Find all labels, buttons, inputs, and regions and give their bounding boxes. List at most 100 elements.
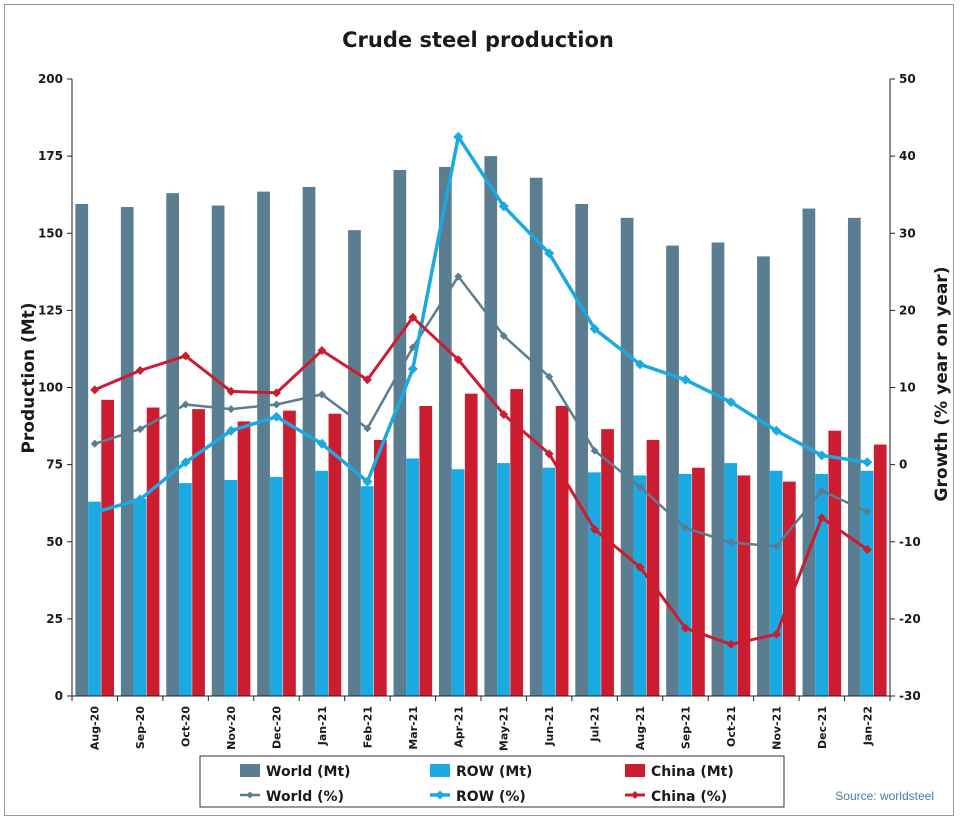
bar-row-may-21 [497,463,510,696]
bar-world-jan-21 [302,186,316,696]
legend-label-world-pct: World (%) [266,789,344,805]
x-tick-label: Jan-22 [861,706,874,746]
legend-swatch-china-mt [625,764,645,777]
bar-china-jan-22 [873,444,887,696]
y-tick-label: 75 [46,458,63,472]
point-china-pct-dec-21 [817,513,827,523]
point-world-pct-jun-21 [545,372,554,381]
bar-china-dec-20 [283,410,296,696]
bar-world-dec-21 [802,208,816,696]
point-row-pct-mar-21 [407,363,418,374]
bar-row-sep-21 [678,473,692,696]
point-china-pct-oct-20 [181,351,191,361]
line-world-pct [94,275,868,548]
point-world-pct-nov-21 [772,542,781,551]
bar-world-apr-21 [438,166,452,697]
point-china-pct-jun-21 [544,449,554,459]
x-tick-label: May-21 [498,706,511,751]
bar-world-aug-20 [75,203,89,696]
y-tick-label: 150 [38,226,63,240]
legend-label-row-pct: ROW (%) [456,789,526,805]
legend-swatch-world-mt [240,764,260,777]
bar-china-dec-21 [828,430,842,696]
y-tick-label: 50 [46,535,63,549]
point-world-pct-mar-21 [408,343,417,352]
x-tick-label: Jun-21 [543,706,556,747]
point-row-pct-jun-21 [544,248,555,259]
bar-row-jan-22 [860,470,874,696]
point-row-pct-jan-22 [862,457,873,468]
bar-china-sep-20 [146,407,160,696]
y-tick-label: 0 [55,689,63,703]
bar-world-sep-20 [120,207,134,696]
bar-row-jan-21 [315,470,329,696]
point-world-pct-aug-21 [636,482,645,491]
point-china-pct-jan-22 [862,544,872,554]
bar-china-oct-21 [737,475,751,696]
y-tick-label: 175 [38,149,63,163]
point-china-pct-may-21 [499,409,509,419]
point-china-pct-apr-21 [453,355,463,365]
point-china-pct-sep-20 [135,366,145,376]
bar-row-oct-21 [724,463,738,696]
bar-china-nov-20 [237,421,251,696]
point-row-pct-sep-20 [135,494,146,505]
bar-world-aug-21 [620,217,634,696]
legend-label-china-pct: China (%) [651,789,727,805]
bar-world-mar-21 [393,170,407,696]
bar-row-sep-20 [133,498,147,696]
point-china-pct-aug-20 [90,385,100,395]
bar-row-nov-21 [769,470,783,696]
point-row-pct-sep-21 [680,374,691,385]
bar-world-oct-21 [711,242,725,696]
x-tick-label: Nov-21 [770,706,783,750]
y-tick-label: 200 [38,72,63,86]
point-row-pct-feb-21 [362,476,373,487]
point-china-pct-oct-21 [726,639,736,649]
point-china-pct-nov-21 [771,629,781,639]
bar-china-may-21 [510,389,524,696]
point-world-pct-dec-20 [272,400,281,409]
bar-row-dec-20 [269,476,283,696]
x-tick-label: Aug-21 [634,706,647,750]
bar-china-sep-21 [692,467,705,696]
point-world-pct-nov-20 [227,405,236,414]
y-tick-label: 125 [38,303,63,317]
bar-row-nov-20 [224,480,238,696]
line-china-pct [94,315,869,646]
point-world-pct-oct-20 [181,400,190,409]
x-tick-label: Oct-21 [725,706,738,747]
bar-china-aug-20 [101,399,115,696]
bar-world-jan-22 [847,217,861,696]
point-china-pct-feb-21 [362,375,372,385]
point-row-pct-may-21 [498,201,509,212]
y2-axis-title: Growth (% year on year) [932,267,952,502]
y2-tick-label: -10 [899,535,921,549]
point-china-pct-mar-21 [408,312,418,322]
point-world-pct-aug-20 [90,439,99,448]
x-tick-label: Oct-20 [180,706,193,747]
bar-world-jun-21 [529,177,543,697]
legend-swatch-row-mt [430,764,450,777]
legend-label-world-mt: World (Mt) [266,764,351,780]
point-world-pct-jan-22 [863,507,872,516]
bar-row-jun-21 [542,467,556,696]
legend-box [199,755,785,808]
bar-world-jul-21 [575,203,589,696]
x-tick-label: Dec-21 [816,706,829,749]
x-tick-label: Aug-20 [89,706,102,750]
x-tick-label: Sep-20 [134,706,147,749]
bar-world-nov-21 [757,256,770,696]
bar-row-aug-21 [633,475,647,696]
legend-label-row-mt: ROW (Mt) [456,764,532,780]
point-row-pct-oct-21 [725,397,736,408]
point-row-pct-aug-20 [89,507,100,518]
legend-marker-world-pct [246,791,254,799]
bar-world-nov-20 [211,205,225,697]
point-china-pct-nov-20 [226,386,236,396]
legend-marker-china-pct [631,791,639,799]
point-row-pct-jul-21 [589,323,600,334]
point-row-pct-oct-20 [180,457,191,468]
bar-world-sep-21 [666,245,679,696]
